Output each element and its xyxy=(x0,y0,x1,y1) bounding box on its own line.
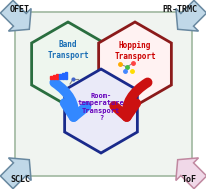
Polygon shape xyxy=(0,0,31,31)
Bar xyxy=(59,74,61,79)
Polygon shape xyxy=(98,22,171,106)
Polygon shape xyxy=(0,158,31,189)
Bar xyxy=(65,72,67,79)
Bar xyxy=(50,76,52,79)
Polygon shape xyxy=(175,0,206,31)
Polygon shape xyxy=(64,69,137,153)
Bar xyxy=(56,74,58,79)
Text: Hopping
Transport: Hopping Transport xyxy=(114,41,155,61)
FancyArrowPatch shape xyxy=(54,83,86,117)
Text: Room-
temperature
Transport
?: Room- temperature Transport ? xyxy=(77,93,124,121)
Text: SCLC: SCLC xyxy=(10,175,30,184)
Bar xyxy=(53,75,55,79)
Polygon shape xyxy=(32,22,104,106)
Text: OFET: OFET xyxy=(10,5,30,14)
Text: ToF: ToF xyxy=(181,175,196,184)
Text: Band
Transport: Band Transport xyxy=(47,40,88,60)
Bar xyxy=(62,73,64,79)
Polygon shape xyxy=(175,158,206,189)
Text: PR-TRMC: PR-TRMC xyxy=(161,5,196,14)
FancyArrowPatch shape xyxy=(114,82,147,117)
FancyBboxPatch shape xyxy=(15,12,191,176)
